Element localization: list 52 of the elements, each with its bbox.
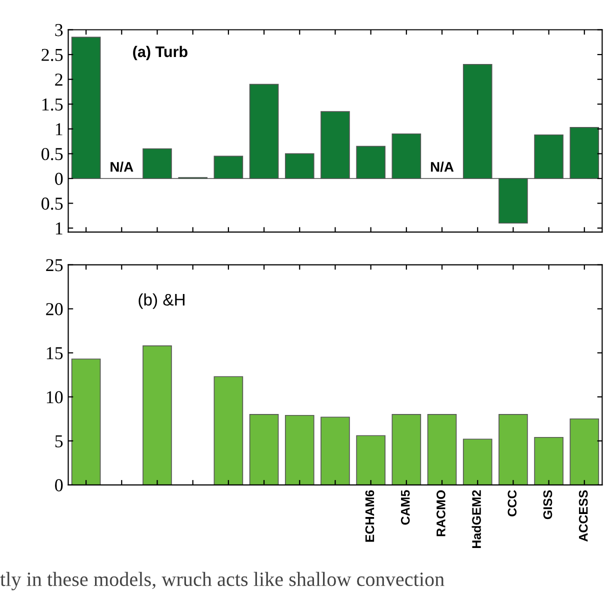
y-tick-label: 20 [46,303,63,316]
bar [214,156,244,179]
x-tick-label: ACCESS [578,490,588,542]
y-tick-label: 0 [55,172,63,185]
y-tick-label: 0.5 [42,198,63,210]
bar [71,36,101,179]
y-tick-label: 5 [55,435,63,448]
bar [284,414,314,485]
y-tick-label: 1.5 [42,98,63,111]
bar [570,418,600,485]
text: tly in these models, wruch acts like shallow convection [0,572,444,590]
y-tick-label: 1 [56,222,62,234]
bar [320,416,350,485]
y-tick-label: 2 [55,74,62,86]
bar [392,414,422,485]
y-tick-label: 3 [55,24,63,36]
x-tick-label: HadGEM2 [472,490,481,548]
y-tick-label: 1 [56,123,62,136]
x-tick-label: RACMO [436,490,446,536]
bar [392,133,422,179]
x-tick-label: ECHAM6 [365,490,374,542]
bar [356,146,386,179]
bar [356,435,386,485]
bar [498,178,528,224]
bar [570,127,600,179]
bar [142,148,172,179]
y-tick-label: 15 [46,347,63,360]
bar [320,111,350,179]
y-tick-label: 0 [55,479,63,492]
x-tick-label: GISS [543,490,552,520]
annotation: N/A [110,162,134,172]
bar [214,376,244,485]
bar [462,438,492,485]
bar [462,64,492,179]
bar [427,414,457,485]
y-tick-label: 2.5 [42,48,63,62]
text: (a) Turb [133,46,188,60]
x-tick-label: CAM5 [400,490,410,525]
y-tick-label: 0.5 [42,148,63,160]
bar [249,414,279,485]
bar [71,358,101,485]
bar [498,414,528,485]
x-tick-label: CCC [508,490,517,516]
y-tick-label: 10 [46,391,63,404]
text: (b) &H [138,293,184,309]
bar [534,436,564,485]
y-tick-label: 25 [46,259,63,272]
bar [284,153,314,179]
bar [249,84,279,179]
bar [142,345,172,485]
bar [534,134,564,179]
annotation: N/A [430,162,454,172]
